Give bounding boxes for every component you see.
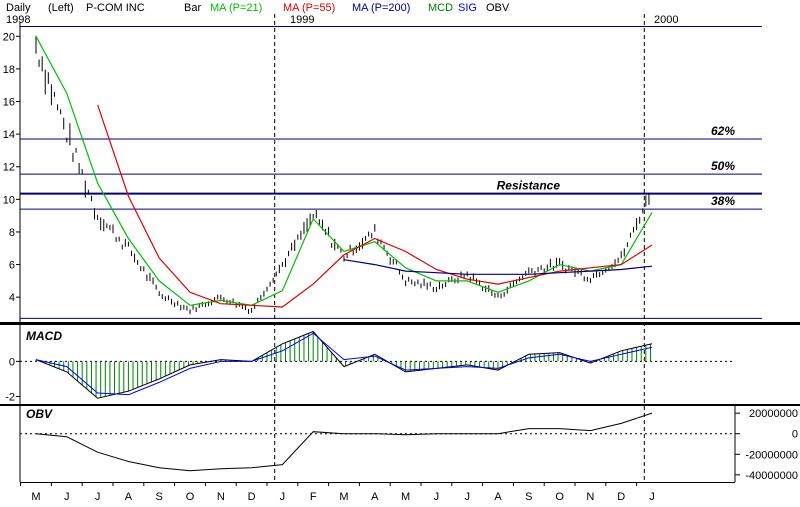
macd-lines xyxy=(35,330,653,399)
price-tick-label: 8 xyxy=(9,227,15,239)
obv-title: OBV xyxy=(26,407,53,421)
month-label: O xyxy=(186,491,195,503)
month-label: A xyxy=(371,491,379,503)
macd-y-axis: -2 0 xyxy=(5,356,20,403)
month-label: F xyxy=(310,491,317,503)
macd-histogram xyxy=(35,331,651,398)
month-label: D xyxy=(617,491,625,503)
year-label-2000: 2000 xyxy=(654,14,678,26)
year-label-1998: 1998 xyxy=(6,14,30,26)
month-label: N xyxy=(217,491,225,503)
legend-ma200: MA (P=200) xyxy=(352,2,410,14)
price-tick-label: 10 xyxy=(3,194,15,206)
price-tick-label: 4 xyxy=(9,292,15,304)
ma-line-200 xyxy=(343,259,653,275)
macd-tick-label: 0 xyxy=(9,356,15,368)
ma-line-21 xyxy=(35,36,653,306)
level-label-50pct: 50% xyxy=(711,159,735,173)
period-label: Daily xyxy=(6,2,31,14)
level-label-38pct: 38% xyxy=(711,194,735,208)
panel-frames xyxy=(0,22,800,483)
month-label: M xyxy=(401,491,410,503)
obv-line xyxy=(35,412,653,472)
price-tick-label: 14 xyxy=(3,129,15,141)
month-label: J xyxy=(649,491,655,503)
macd-line-sig xyxy=(35,332,653,396)
level-label-62pct: 62% xyxy=(711,124,735,138)
price-tick-label: 16 xyxy=(3,97,15,109)
macd-tick-label: -2 xyxy=(5,391,15,403)
macd-panel: MACD -2 0 xyxy=(5,329,735,403)
price-bars xyxy=(35,35,650,315)
symbol-label: P-COM INC xyxy=(86,2,145,14)
level-label-resistance: Resistance xyxy=(497,179,561,193)
legend-obv: OBV xyxy=(486,2,510,14)
month-label: N xyxy=(586,491,594,503)
price-tick-label: 12 xyxy=(3,162,15,174)
horizontal-level-lines xyxy=(20,26,762,319)
month-label: M xyxy=(31,491,40,503)
moving-average-lines xyxy=(35,36,653,308)
month-label: O xyxy=(555,491,564,503)
month-label: J xyxy=(280,491,286,503)
chart-header: Daily (Left) P-COM INC Bar MA (P=21) MA … xyxy=(6,2,678,26)
legend-mcd: MCD xyxy=(428,2,453,14)
price-tick-label: 18 xyxy=(3,64,15,76)
obv-tick-label: -40000000 xyxy=(745,470,798,482)
obv-tick-label: 20000000 xyxy=(749,408,798,420)
month-label: J xyxy=(95,491,101,503)
legend-sig: SIG xyxy=(458,2,477,14)
year-label-1999: 1999 xyxy=(290,14,314,26)
month-label: S xyxy=(525,491,532,503)
month-label: J xyxy=(64,491,70,503)
price-tick-label: 20 xyxy=(3,31,15,43)
macd-line-mcd xyxy=(35,330,653,399)
obv-y-axis: 20000000 0 -20000000 -40000000 xyxy=(735,408,798,482)
obv-line xyxy=(35,412,653,472)
month-label: A xyxy=(494,491,502,503)
style-label: Bar xyxy=(184,2,201,14)
ma-line-55 xyxy=(97,104,653,308)
price-tick-label: 6 xyxy=(9,260,15,272)
month-label: J xyxy=(434,491,440,503)
obv-tick-label: -20000000 xyxy=(745,449,798,461)
obv-panel: OBV 20000000 0 -20000000 -40000000 xyxy=(20,407,798,482)
level-labels: 62% 50% Resistance 38% xyxy=(497,124,736,208)
scale-label: (Left) xyxy=(48,2,74,14)
month-label: D xyxy=(248,491,256,503)
macd-title: MACD xyxy=(26,329,62,343)
price-y-axis: 4 6 8 10 12 14 16 18 20 xyxy=(3,31,20,304)
month-label: J xyxy=(464,491,470,503)
legend-ma55: MA (P=55) xyxy=(283,2,335,14)
legend-ma21: MA (P=21) xyxy=(210,2,262,14)
month-label: M xyxy=(339,491,348,503)
obv-tick-label: 0 xyxy=(792,429,798,441)
year-divider-lines xyxy=(274,14,645,482)
month-label: A xyxy=(125,491,133,503)
month-label: S xyxy=(156,491,163,503)
